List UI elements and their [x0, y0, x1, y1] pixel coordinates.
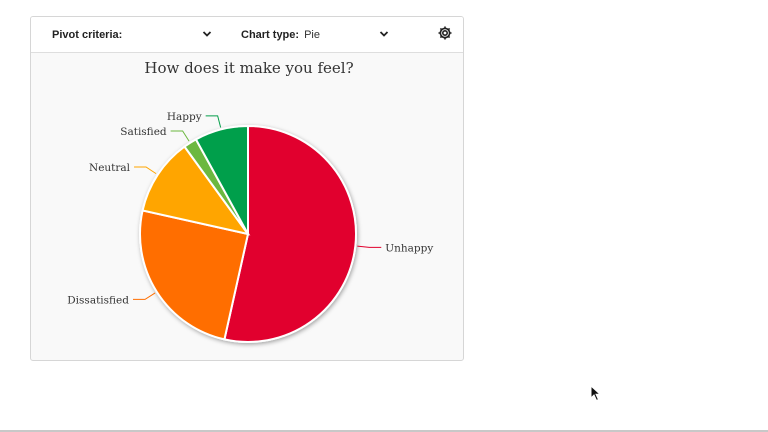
pivot-criteria-select[interactable]: Pivot criteria: — [52, 17, 127, 52]
slice-label-neutral: Neutral — [89, 162, 131, 174]
pie-slice-unhappy[interactable] — [223, 124, 357, 343]
chart-toolbar: Pivot criteria: Chart type: Pie — [31, 17, 463, 53]
chart-type-value: Pie — [304, 28, 320, 41]
label-connector-neutral — [134, 166, 157, 175]
chart-widget: Pivot criteria: Chart type: Pie How — [30, 16, 464, 361]
gear-icon[interactable] — [437, 25, 453, 41]
chart-type-select[interactable]: Chart type: Pie — [241, 17, 320, 52]
mouse-cursor-icon — [590, 385, 602, 402]
label-connector-unhappy — [357, 245, 382, 248]
bottom-divider — [0, 430, 768, 432]
label-connector-happy — [205, 115, 222, 128]
label-connector-dissatisfied — [132, 292, 156, 300]
pie-slice-happy[interactable] — [194, 124, 249, 235]
slice-label-satisfied: Satisfied — [120, 126, 167, 138]
pie-slice-dissatisfied[interactable] — [139, 209, 250, 341]
chevron-down-icon[interactable] — [202, 29, 212, 39]
slice-label-dissatisfied: Dissatisfied — [67, 294, 129, 306]
label-connector-satisfied — [170, 130, 190, 142]
pie-chart: How does it make you feel? Unhappy Dissat… — [67, 59, 433, 343]
slice-label-happy: Happy — [167, 111, 202, 123]
pie-slice-neutral[interactable] — [141, 145, 251, 236]
slice-label-unhappy: Unhappy — [385, 242, 433, 254]
chart-title: How does it make you feel? — [144, 59, 353, 77]
chart-type-label: Chart type: — [241, 28, 300, 41]
pivot-criteria-label: Pivot criteria: — [52, 28, 123, 41]
chevron-down-icon[interactable] — [379, 29, 389, 39]
